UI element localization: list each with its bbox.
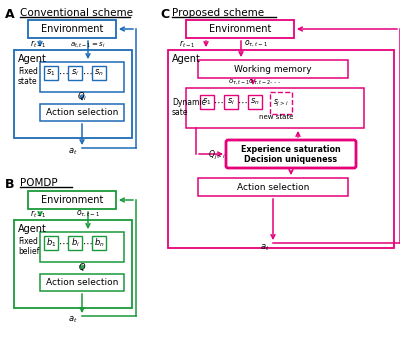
Bar [14,50,132,138]
Bar [270,92,292,114]
Bar [68,236,82,250]
FancyBboxPatch shape [226,140,356,168]
Bar [198,178,348,196]
Bar [28,191,116,209]
Bar [40,274,124,291]
Bar [224,95,238,109]
Text: Environment: Environment [41,195,103,205]
Text: Environment: Environment [41,24,103,34]
Text: Proposed scheme: Proposed scheme [172,8,264,18]
Bar [40,104,124,121]
Text: $s_i$: $s_i$ [227,97,235,107]
Text: $s_1$: $s_1$ [202,97,212,107]
Bar [198,60,348,78]
Text: $\cdots$: $\cdots$ [82,68,92,78]
Text: $\cdots$: $\cdots$ [58,68,68,78]
Bar [68,66,82,80]
Text: $Q$: $Q$ [78,261,86,273]
Text: $a_t$: $a_t$ [68,147,78,157]
Bar [186,88,364,128]
Text: Fixed
state: Fixed state [18,67,38,87]
Bar [40,232,124,262]
Text: $a_t$: $a_t$ [260,243,270,253]
Bar [40,62,124,92]
Text: $\cdots$: $\cdots$ [58,238,68,248]
Text: Action selection: Action selection [46,108,118,117]
Text: Decision uniqueness: Decision uniqueness [244,156,338,164]
Bar [168,50,394,248]
Text: $\cdots$: $\cdots$ [213,97,223,107]
Text: POMDP: POMDP [20,178,58,188]
Text: Environment: Environment [209,24,271,34]
Text: $Q_i$: $Q_i$ [77,91,87,103]
Text: Action selection: Action selection [237,183,309,192]
Text: $s_i$: $s_i$ [71,68,79,78]
Text: $o_{\tau,t-1}$: $o_{\tau,t-1}$ [76,209,100,219]
Text: Agent: Agent [18,224,47,234]
Text: $r_{t-1}$: $r_{t-1}$ [30,38,47,50]
Text: $\cdots$: $\cdots$ [82,238,92,248]
Text: $s_n$: $s_n$ [94,68,104,78]
Text: Action selection: Action selection [46,278,118,287]
Text: $o_{\tau,t-1}o_{\tau,t-2}...$: $o_{\tau,t-1}o_{\tau,t-2}...$ [228,78,281,87]
Text: $b_1$: $b_1$ [46,237,56,249]
Text: $s_{j>i}$: $s_{j>i}$ [273,98,289,109]
Text: A: A [5,8,15,21]
Text: Conventional scheme: Conventional scheme [20,8,133,18]
Text: $b_n$: $b_n$ [94,237,104,249]
Bar [92,66,106,80]
Bar [92,236,106,250]
Bar [44,66,58,80]
Text: new state: new state [259,114,293,120]
Bar [44,236,58,250]
Bar [14,220,132,308]
Bar [248,95,262,109]
Text: $r_{t-1}$: $r_{t-1}$ [179,38,196,50]
Text: Fixed
belief: Fixed belief [18,237,39,256]
Text: B: B [5,178,14,191]
Text: $r_{t-1}$: $r_{t-1}$ [30,208,47,220]
Text: $o_{\tau,t-1}$: $o_{\tau,t-1}$ [244,39,268,49]
Text: Working memory: Working memory [234,64,312,73]
Text: $a_{t,t-1}=s_i$: $a_{t,t-1}=s_i$ [70,41,106,49]
Bar [186,20,294,38]
Bar [28,20,116,38]
Text: Agent: Agent [18,54,47,64]
Text: $s_n$: $s_n$ [250,97,260,107]
Text: Agent: Agent [172,54,201,64]
Text: $a_t$: $a_t$ [68,315,78,325]
Text: $\cdots$: $\cdots$ [237,97,247,107]
Text: Experience saturation: Experience saturation [241,146,341,155]
Text: $b_i$: $b_i$ [70,237,80,249]
Text: C: C [160,8,169,21]
Text: Dynamic
sate: Dynamic sate [172,98,206,117]
Text: $s_1$: $s_1$ [46,68,56,78]
Text: $Q_{j>i}$: $Q_{j>i}$ [208,148,226,162]
Bar [200,95,214,109]
